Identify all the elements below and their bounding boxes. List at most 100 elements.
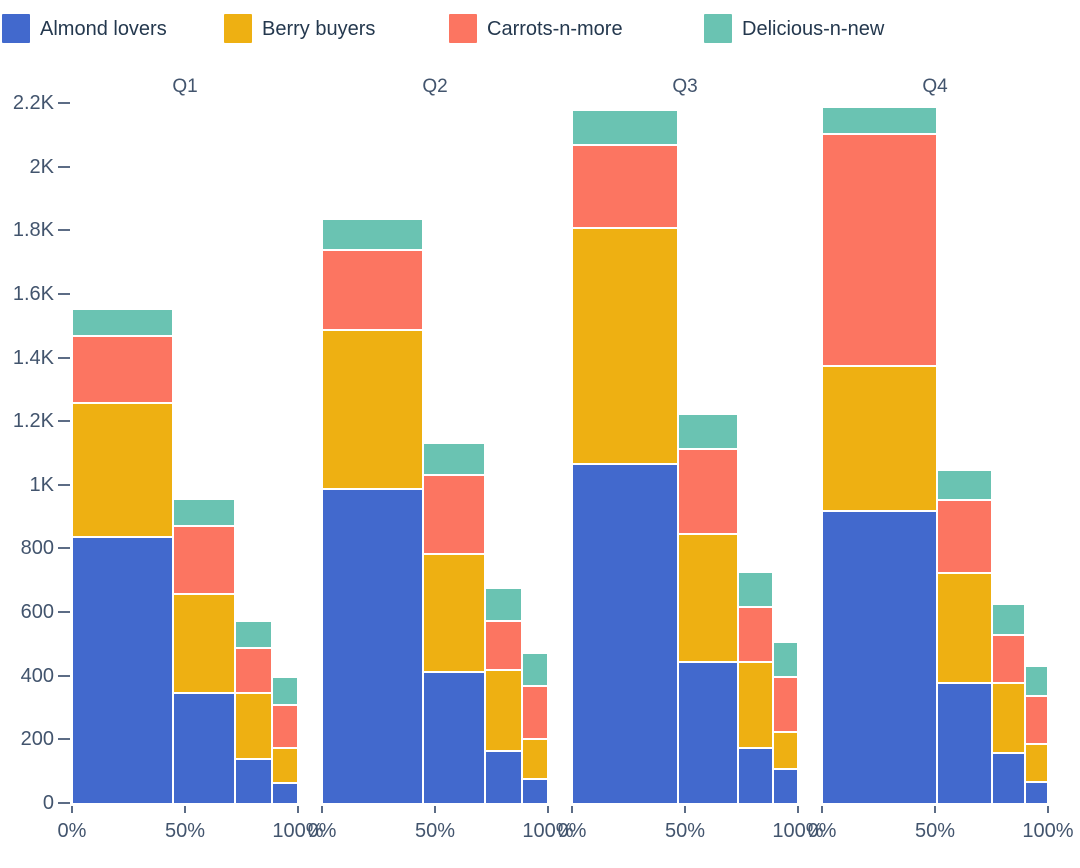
bar-segment-almond-lovers[interactable] [993,752,1025,803]
bar-segment-berry-buyers[interactable] [235,691,272,759]
bar-q3-4 [774,640,797,803]
y-tick-mark [58,356,70,359]
x-tick-mark [297,806,299,813]
bar-segment-delicious-n-new[interactable] [1026,664,1047,695]
y-tick-mark [58,611,70,614]
x-tick-mark [571,806,573,813]
bar-q1-3 [235,620,272,803]
bar-segment-almond-lovers[interactable] [679,661,737,803]
x-tick-mark [321,806,323,813]
legend-swatch-icon [704,14,732,43]
x-tick-mark [547,806,549,813]
bar-segment-berry-buyers[interactable] [485,669,521,751]
y-tick-label: 800 [20,537,54,560]
bar-segment-delicious-n-new[interactable] [173,497,234,525]
bar-segment-berry-buyers[interactable] [937,572,992,683]
bar-segment-berry-buyers[interactable] [993,682,1025,753]
bar-segment-carrots-n-more[interactable] [679,448,737,533]
bar-segment-berry-buyers[interactable] [173,592,234,692]
legend-item-carrots-n-more[interactable]: Carrots-n-more [449,14,664,44]
bar-segment-carrots-n-more[interactable] [774,675,797,732]
bar-segment-carrots-n-more[interactable] [173,524,234,593]
bar-segment-delicious-n-new[interactable] [774,640,797,676]
bar-segment-carrots-n-more[interactable] [485,620,521,670]
bar-segment-carrots-n-more[interactable] [738,605,773,662]
y-tick-mark [58,802,70,804]
bar-segment-berry-buyers[interactable] [323,328,422,488]
x-tick-mark [1047,806,1049,813]
legend-label: Delicious-n-new [742,18,885,40]
bar-segment-berry-buyers[interactable] [273,747,297,783]
legend-item-berry-buyers[interactable]: Berry buyers [224,14,439,44]
y-tick-label: 200 [20,728,54,751]
bar-segment-almond-lovers[interactable] [323,487,422,803]
bar-segment-carrots-n-more[interactable] [573,144,678,228]
bar-q2-1 [323,217,422,803]
y-tick-label: 2.2K [12,92,54,114]
bar-segment-almond-lovers[interactable] [423,670,484,803]
bar-segment-carrots-n-more[interactable] [423,473,484,554]
bar-segment-almond-lovers[interactable] [573,462,678,803]
bar-segment-delicious-n-new[interactable] [523,651,547,686]
panel-title-q2: Q2 [422,76,448,97]
bar-segment-delicious-n-new[interactable] [738,570,773,606]
x-tick-mark [684,806,686,813]
bar-segment-delicious-n-new[interactable] [679,413,737,449]
bar-segment-carrots-n-more[interactable] [937,499,992,573]
legend-item-almond-lovers[interactable]: Almond lovers [2,14,217,44]
x-tick-label: 100% [772,820,824,842]
y-tick-mark [58,420,70,423]
bar-segment-almond-lovers[interactable] [823,510,936,803]
bar-q2-4 [523,651,547,803]
bar-segment-delicious-n-new[interactable] [485,586,521,621]
x-tick-mark [184,806,186,813]
x-tick-label: 100% [272,820,324,842]
bar-segment-carrots-n-more[interactable] [823,133,936,366]
bar-segment-almond-lovers[interactable] [1026,780,1047,803]
bar-segment-almond-lovers[interactable] [937,682,992,803]
bar-segment-berry-buyers[interactable] [423,553,484,671]
bar-segment-carrots-n-more[interactable] [523,685,547,738]
bar-segment-delicious-n-new[interactable] [273,675,297,705]
bar-segment-berry-buyers[interactable] [679,532,737,662]
bar-segment-berry-buyers[interactable] [523,737,547,778]
bar-segment-delicious-n-new[interactable] [993,602,1025,635]
bar-segment-almond-lovers[interactable] [273,782,297,803]
legend-label: Berry buyers [262,18,376,40]
bar-segment-carrots-n-more[interactable] [273,704,297,748]
y-tick-label: 1.2K [12,410,54,433]
bar-segment-delicious-n-new[interactable] [323,217,422,250]
x-tick-mark [434,806,436,813]
bar-segment-berry-buyers[interactable] [1026,742,1047,781]
y-tick-label: 1.8K [12,219,54,242]
bar-segment-almond-lovers[interactable] [173,691,234,803]
bar-segment-berry-buyers[interactable] [823,365,936,511]
bar-segment-carrots-n-more[interactable] [73,335,172,403]
bar-segment-delicious-n-new[interactable] [823,106,936,134]
bar-segment-almond-lovers[interactable] [774,767,797,803]
bar-segment-berry-buyers[interactable] [738,661,773,748]
bar-segment-almond-lovers[interactable] [73,535,172,803]
bar-segment-carrots-n-more[interactable] [323,249,422,329]
bar-segment-delicious-n-new[interactable] [235,620,272,648]
legend-item-delicious-n-new[interactable]: Delicious-n-new [704,14,919,44]
bar-segment-delicious-n-new[interactable] [937,468,992,500]
bar-segment-carrots-n-more[interactable] [1026,694,1047,743]
bar-segment-berry-buyers[interactable] [774,731,797,768]
bar-q3-1 [573,109,678,803]
bar-segment-delicious-n-new[interactable] [573,109,678,145]
bar-segment-berry-buyers[interactable] [573,227,678,463]
bar-segment-almond-lovers[interactable] [235,758,272,803]
bar-segment-almond-lovers[interactable] [485,750,521,803]
bar-segment-almond-lovers[interactable] [738,747,773,803]
bar-q1-1 [73,308,172,803]
bar-segment-delicious-n-new[interactable] [423,441,484,474]
bar-segment-carrots-n-more[interactable] [235,647,272,692]
bar-segment-berry-buyers[interactable] [73,402,172,536]
bar-segment-carrots-n-more[interactable] [993,634,1025,683]
bar-segment-almond-lovers[interactable] [523,777,547,803]
x-tick-label: 0% [307,820,337,842]
legend-swatch-icon [224,14,252,43]
bar-q1-2 [173,497,234,803]
bar-segment-delicious-n-new[interactable] [73,308,172,336]
